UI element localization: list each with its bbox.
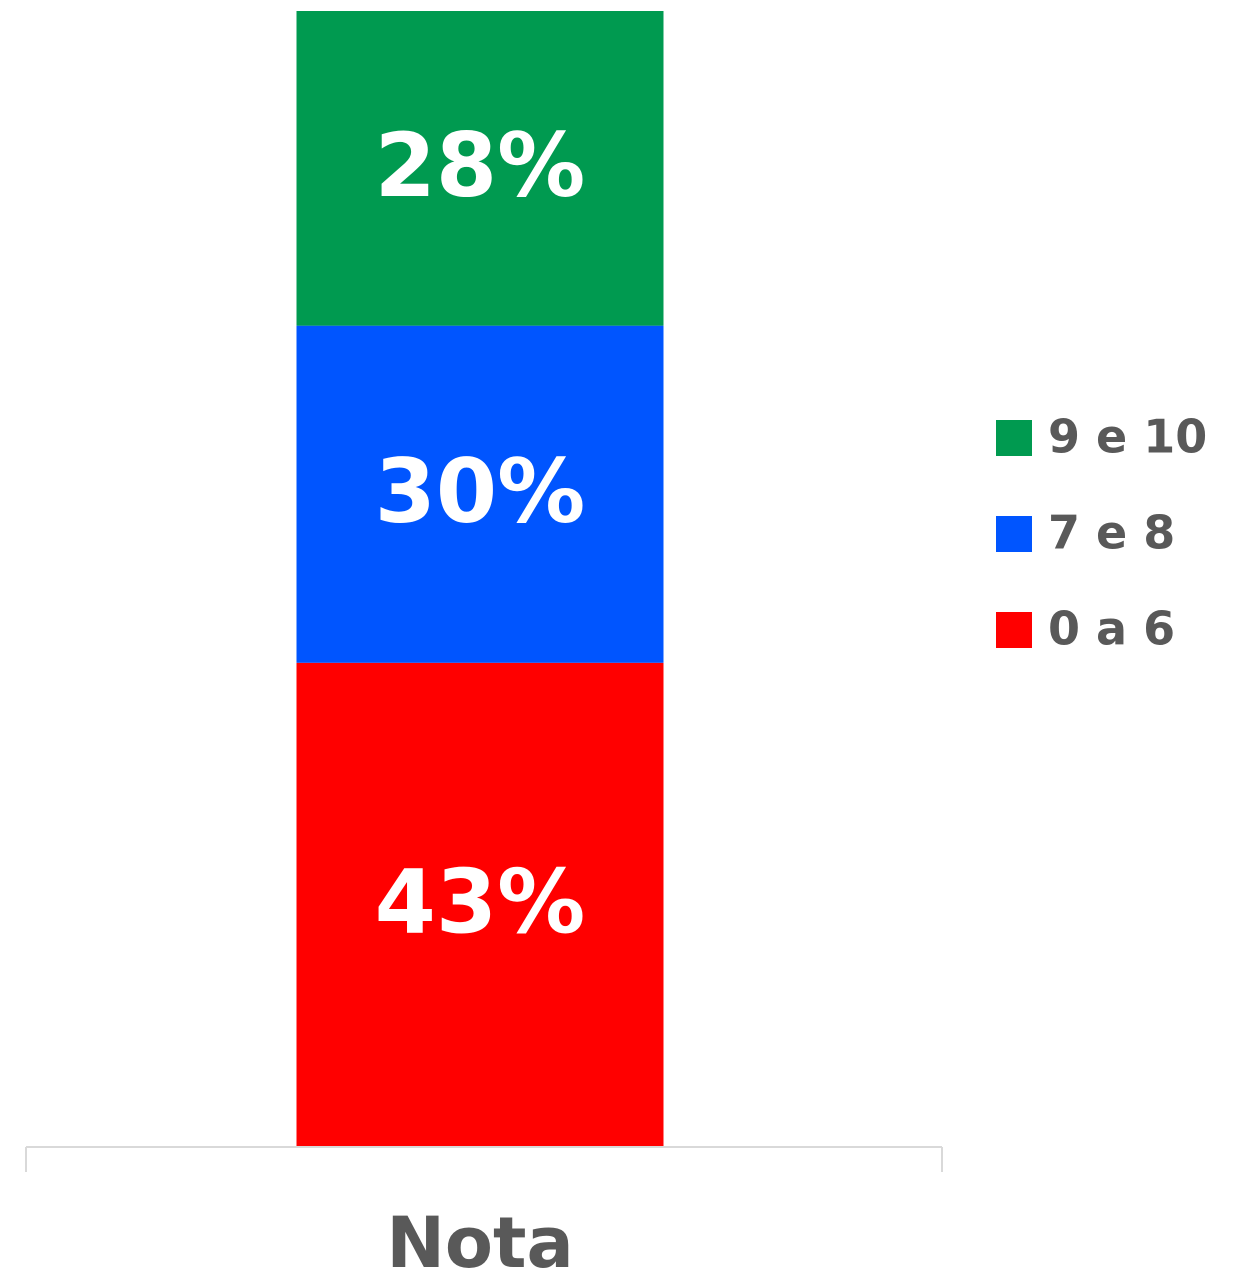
- data-label: 43%: [375, 850, 586, 953]
- data-label: 30%: [375, 440, 586, 543]
- bar-segment: [296, 325, 664, 663]
- legend-label: 0 a 6: [1048, 602, 1175, 656]
- data-label: 28%: [375, 114, 586, 217]
- x-tick-label: Nota: [386, 1202, 573, 1284]
- legend-swatch: [996, 612, 1032, 648]
- legend-label: 9 e 10: [1048, 410, 1207, 464]
- bar-segment: [296, 662, 664, 1146]
- legend-swatch: [996, 516, 1032, 552]
- legend-label: 7 e 8: [1048, 506, 1175, 560]
- legend-swatch: [996, 420, 1032, 456]
- bar-segment: [296, 11, 664, 326]
